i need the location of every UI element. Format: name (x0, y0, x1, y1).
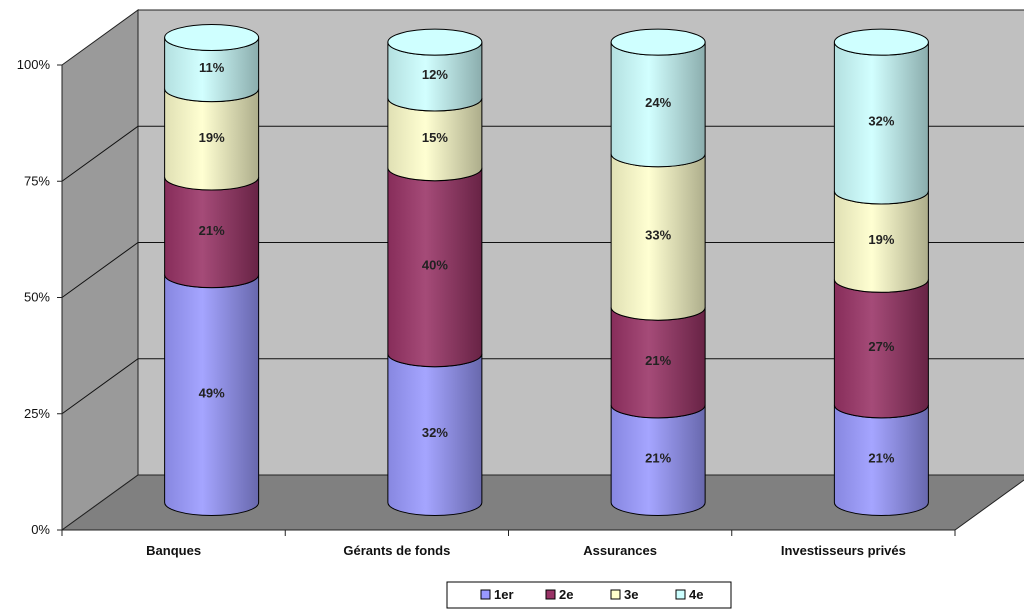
bar-stack: 21% 21% 33% 24% (610, 28, 706, 516)
data-label: 15% (422, 130, 448, 145)
gridlines (61, 125, 1024, 415)
value-axis: 0% 25% 50% 75% 100% (17, 57, 63, 537)
gridline (61, 358, 1024, 415)
data-label: 21% (645, 451, 671, 466)
bar-stack: 49% 21% 19% 11% (164, 24, 260, 516)
data-label: 21% (199, 223, 225, 238)
legend-item: 2e (545, 587, 573, 602)
data-label: 19% (199, 130, 225, 145)
data-label: 33% (645, 227, 671, 242)
legend-label: 2e (559, 587, 573, 602)
value-tick-label: 50% (24, 290, 50, 305)
category-label: Banques (146, 543, 201, 558)
category-axis: Banques Gérants de fonds Assurances Investi… (61, 529, 956, 558)
legend-swatch (480, 589, 491, 600)
legend: 1er 2e 3e 4e (446, 581, 732, 609)
data-label: 24% (645, 95, 671, 110)
bar-cap (164, 24, 260, 51)
bar-cap (833, 28, 929, 56)
category-label: Investisseurs privés (781, 543, 906, 558)
value-tick-label: 75% (24, 173, 50, 188)
legend-item: 1er (480, 587, 514, 602)
data-label: 12% (422, 67, 448, 82)
bar-cap (387, 28, 483, 56)
legend-label: 1er (494, 587, 514, 602)
data-label: 32% (868, 114, 894, 129)
data-label: 21% (868, 451, 894, 466)
category-label: Gérants de fonds (343, 543, 450, 558)
legend-swatch (545, 589, 556, 600)
gridline (61, 242, 1024, 298)
value-tick-label: 0% (31, 522, 50, 537)
bar-stack: 21% 27% 19% 32% (833, 28, 929, 516)
legend-item: 3e (610, 587, 638, 602)
legend-swatch (675, 589, 686, 600)
legend-swatch (610, 589, 621, 600)
data-label: 32% (422, 425, 448, 440)
data-label: 19% (868, 232, 894, 247)
value-tick-label: 25% (24, 406, 50, 421)
bars: 49%21%19%11%32%40%15%12%21%21%33%24%21%2… (164, 24, 929, 516)
value-tick-label: 100% (17, 57, 51, 72)
data-label: 21% (645, 353, 671, 368)
data-label: 40% (422, 258, 448, 273)
category-label: Assurances (583, 543, 657, 558)
bar-cap (610, 28, 706, 56)
legend-label: 3e (624, 587, 638, 602)
legend-label: 4e (689, 587, 703, 602)
bar-stack: 32% 40% 15% 12% (387, 28, 483, 516)
data-label: 11% (199, 60, 225, 75)
data-label: 27% (868, 339, 894, 354)
legend-item: 4e (675, 587, 703, 602)
data-label: 49% (199, 386, 225, 401)
gridline (61, 125, 1024, 182)
